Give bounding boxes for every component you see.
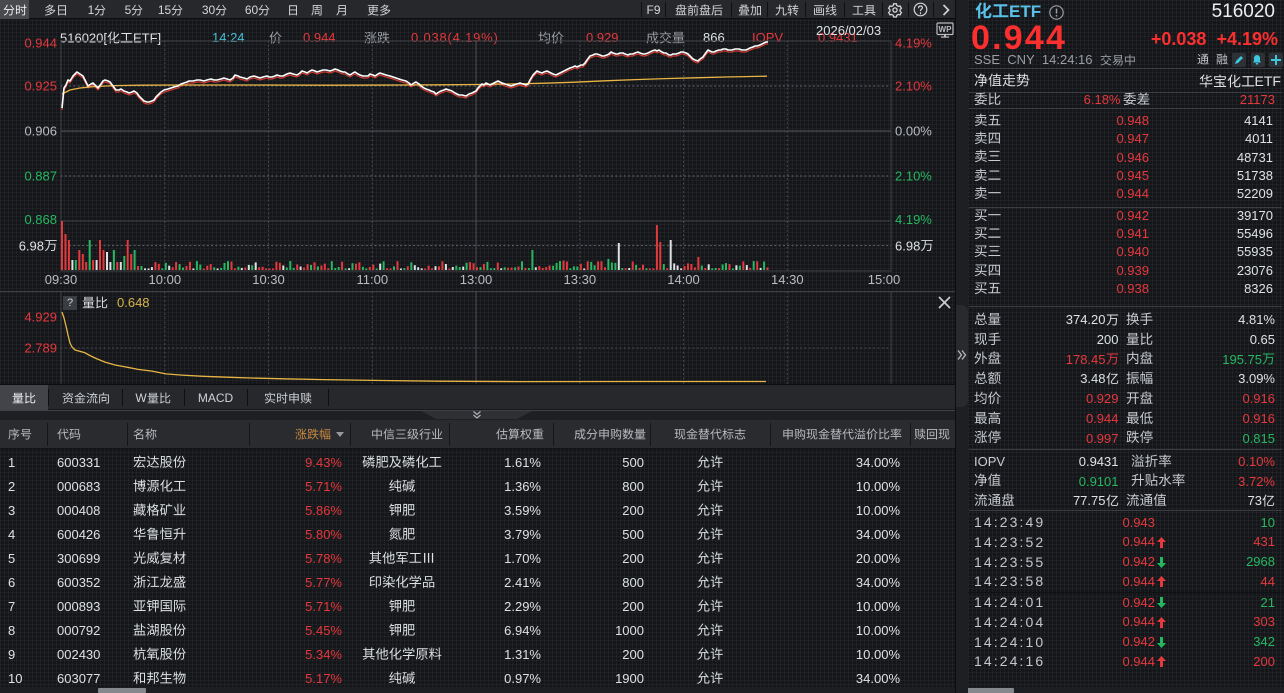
svg-text:4.19%: 4.19% <box>895 36 932 51</box>
svg-text:2.10%: 2.10% <box>895 79 932 94</box>
svg-text:10:00: 10:00 <box>149 272 182 287</box>
svg-text:4.929: 4.929 <box>24 310 57 325</box>
svg-text:13:00: 13:00 <box>460 272 493 287</box>
svg-text:4.19%: 4.19% <box>895 212 932 227</box>
svg-text:15:00: 15:00 <box>868 272 901 287</box>
svg-text:11:00: 11:00 <box>357 272 389 287</box>
svg-text:0.925: 0.925 <box>24 79 57 94</box>
svg-text:0.944: 0.944 <box>24 36 57 51</box>
svg-text:6.98: 6.98 <box>895 239 920 254</box>
svg-text:0.887: 0.887 <box>24 169 57 184</box>
svg-text:14:30: 14:30 <box>771 272 804 287</box>
svg-text:2.789: 2.789 <box>24 341 57 356</box>
svg-text:09:30: 09:30 <box>45 272 78 287</box>
svg-text:0.00%: 0.00% <box>895 124 932 139</box>
svg-text:2.10%: 2.10% <box>895 169 932 184</box>
svg-text:0.906: 0.906 <box>24 124 57 139</box>
svg-text:14:00: 14:00 <box>667 272 700 287</box>
svg-text:WP: WP <box>939 25 953 34</box>
svg-text:10:30: 10:30 <box>252 272 285 287</box>
svg-text:6.98: 6.98 <box>19 239 44 254</box>
svg-text:0.868: 0.868 <box>24 212 57 227</box>
svg-text:13:30: 13:30 <box>564 272 597 287</box>
